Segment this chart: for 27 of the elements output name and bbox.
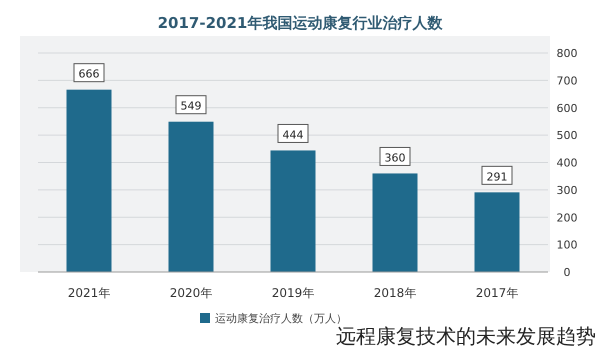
x-tick-label: 2018年 <box>374 286 416 300</box>
y-tick-label: 600 <box>556 102 578 115</box>
x-tick-label: 2017年 <box>476 286 518 300</box>
data-label: 360 <box>384 151 406 164</box>
bar <box>474 192 520 272</box>
bar <box>66 90 112 272</box>
text: 远程康复技术的未来发展趋势 <box>336 324 596 348</box>
y-tick-label: 400 <box>556 156 578 170</box>
y-tick-label: 500 <box>556 129 578 142</box>
y-tick-label: 100 <box>556 238 578 252</box>
y-tick-label: 300 <box>556 184 578 197</box>
y-tick-label: 800 <box>556 47 578 60</box>
bar <box>270 150 316 272</box>
data-label: 549 <box>180 100 202 113</box>
y-tick-label: 0 <box>564 266 570 279</box>
y-tick-label: 700 <box>556 74 578 88</box>
x-tick-label: 2019年 <box>272 286 314 300</box>
chart-title: 2017-2021年我国运动康复行业治疗人数 <box>158 14 444 32</box>
data-label: 666 <box>78 68 100 81</box>
bar <box>372 173 418 272</box>
x-tick-label: 2021年 <box>68 286 110 300</box>
bar <box>168 122 214 272</box>
y-tick-label: 200 <box>556 211 578 224</box>
data-label: 444 <box>282 128 304 142</box>
data-label: 291 <box>486 170 508 184</box>
x-tick-label: 2020年 <box>170 286 212 300</box>
legend-label: 运动康复治疗人数（万人） <box>215 312 347 325</box>
